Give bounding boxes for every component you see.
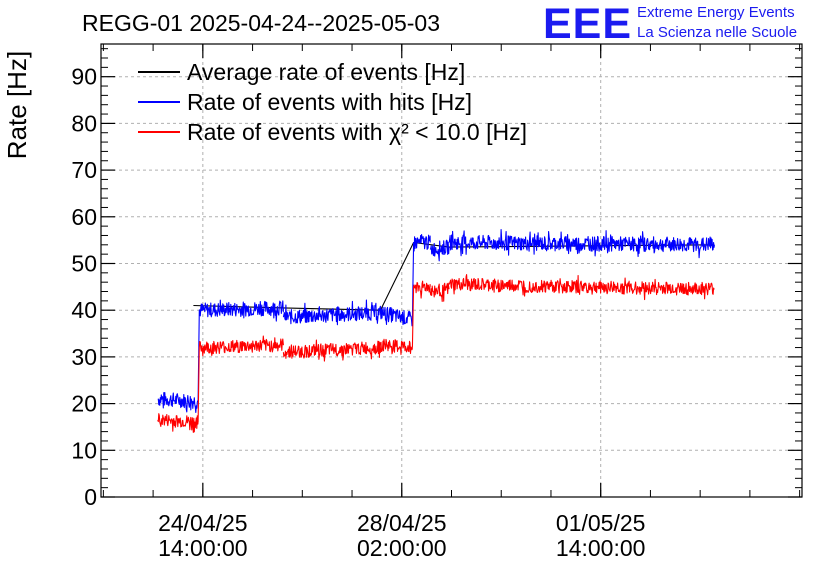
x-tick-label-date: 24/04/25 — [158, 510, 248, 536]
eee-logo: EEE — [543, 0, 633, 48]
y-tick-label: 0 — [84, 484, 97, 510]
series-line-2 — [411, 234, 431, 320]
y-tick-label: 40 — [71, 297, 97, 323]
legend-label-2: Rate of events with hits [Hz] — [187, 89, 472, 115]
y-tick-label: 90 — [71, 64, 97, 90]
y-tick-label: 80 — [71, 110, 97, 136]
x-tick-label-time: 14:00:00 — [158, 535, 248, 561]
series-3 — [157, 274, 715, 433]
legend: Average rate of events [Hz] Rate of event… — [138, 59, 527, 145]
y-tick-label: 70 — [71, 157, 97, 183]
chart-title: REGG-01 2025-04-24--2025-05-03 — [82, 10, 440, 36]
legend-label-1: Average rate of events [Hz] — [187, 59, 465, 85]
x-tick-label-time: 14:00:00 — [556, 535, 646, 561]
series-line-3 — [157, 413, 199, 433]
series-line-1 — [193, 241, 715, 311]
series-line-2 — [429, 239, 450, 262]
series-1 — [193, 241, 715, 311]
logo-caption-line1: Extreme Energy Events — [637, 4, 795, 21]
y-tick-label: 20 — [71, 391, 97, 417]
y-tick-label: 60 — [71, 204, 97, 230]
axes: 010203040506070809024/04/2514:00:0028/04… — [71, 44, 802, 561]
legend-label-3: Rate of events with χ² < 10.0 [Hz] — [187, 119, 527, 145]
series-line-3 — [411, 280, 431, 348]
series-line-3 — [282, 339, 382, 362]
series-2 — [157, 229, 715, 413]
y-axis-label: Rate [Hz] — [2, 51, 32, 159]
series-line-2 — [197, 299, 284, 402]
x-tick-label-date: 01/05/25 — [556, 510, 646, 536]
series-layer — [157, 229, 715, 433]
y-tick-label: 10 — [71, 437, 97, 463]
series-line-2 — [282, 299, 382, 326]
series-line-2 — [157, 391, 199, 413]
series-line-2 — [379, 306, 413, 327]
x-tick-label-date: 28/04/25 — [357, 510, 447, 536]
series-line-3 — [197, 335, 284, 423]
series-line-3 — [429, 282, 450, 302]
y-tick-label: 30 — [71, 344, 97, 370]
series-line-2 — [448, 229, 715, 259]
series-line-3 — [448, 274, 715, 301]
x-tick-label-time: 02:00:00 — [357, 535, 447, 561]
series-line-3 — [379, 338, 413, 355]
logo-caption-line2: La Scienza nelle Scuole — [637, 24, 798, 41]
y-tick-label: 50 — [71, 250, 97, 276]
